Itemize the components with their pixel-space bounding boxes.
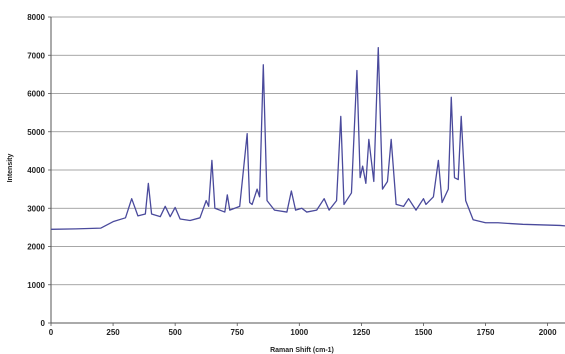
y-tick-label: 6000 bbox=[27, 90, 45, 99]
x-tick-label: 1500 bbox=[415, 328, 433, 337]
series-layer bbox=[50, 46, 565, 230]
y-tick-label: 1000 bbox=[27, 281, 45, 290]
series-line-0 bbox=[50, 46, 565, 230]
y-tick-label: 5000 bbox=[27, 128, 45, 137]
x-tick-label: 0 bbox=[49, 328, 54, 337]
y-tick-label: 0 bbox=[41, 319, 46, 328]
x-tick-label: 2000 bbox=[539, 328, 557, 337]
axes bbox=[50, 17, 565, 326]
x-tick-label: 1000 bbox=[290, 328, 308, 337]
y-tick-label: 3000 bbox=[27, 204, 45, 213]
tick-labels: 0 1000 2000 3000 4000 5000 6000 7000 8000 0 250 500… bbox=[27, 13, 557, 337]
x-tick-label: 1250 bbox=[352, 328, 370, 337]
x-tick-label: 750 bbox=[231, 328, 245, 337]
x-axis-title: Raman Shift (cm-1) bbox=[270, 347, 334, 354]
y-tick-label: 8000 bbox=[27, 13, 45, 22]
gridlines bbox=[48, 16, 565, 324]
y-axis-title: Intensity bbox=[7, 154, 14, 183]
x-tick-label: 1750 bbox=[477, 328, 495, 337]
y-tick-label: 7000 bbox=[27, 51, 45, 60]
y-tick-label: 4000 bbox=[27, 166, 45, 175]
x-tick-label: 500 bbox=[168, 328, 182, 337]
y-tick-label: 2000 bbox=[27, 243, 45, 252]
x-tick-label: 250 bbox=[106, 328, 120, 337]
